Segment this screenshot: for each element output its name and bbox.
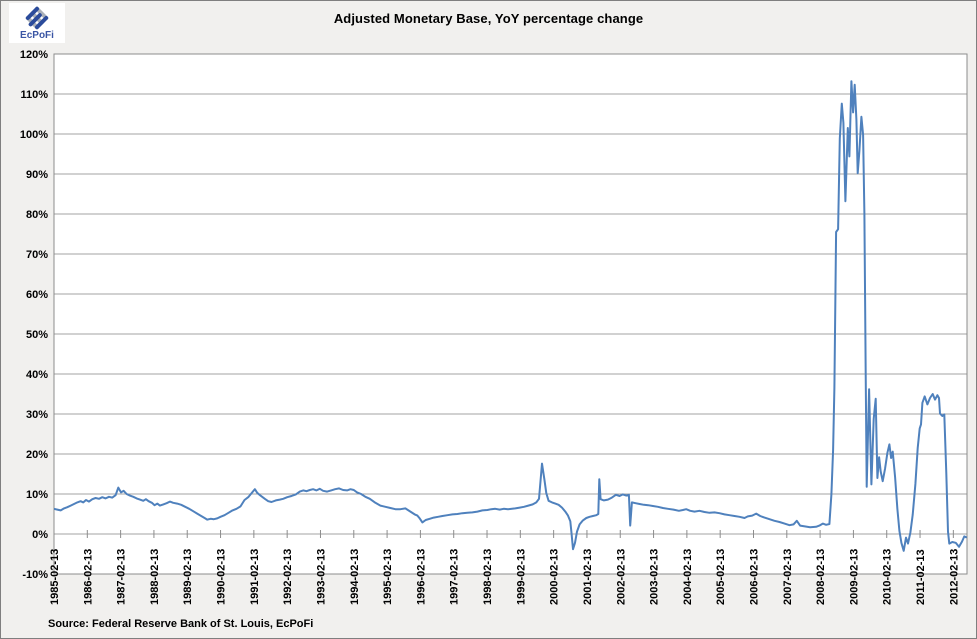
plot-background	[54, 54, 967, 574]
y-axis-label: 70%	[26, 249, 48, 261]
x-axis-label: 2010-02-13	[882, 549, 894, 605]
x-axis-label: 2003-02-13	[649, 549, 661, 605]
source-caption: Source: Federal Reserve Bank of St. Loui…	[48, 618, 314, 630]
y-axis-labels: 120% 110% 100% 90% 80% 70% 60% 50% 40% 30% 20% 10% 0…	[20, 49, 48, 581]
x-axis-label: 1991-02-13	[249, 549, 261, 605]
x-axis-label: 1988-02-13	[149, 549, 161, 605]
y-axis-label: -10%	[22, 569, 48, 581]
woven-diamond-icon	[25, 6, 49, 29]
y-axis-label: 80%	[26, 209, 48, 221]
ecpofi-logo: EcPoFi	[9, 3, 65, 43]
x-axis-labels: 1985-02-13 1986-02-13 1987-02-13 1988-02-13…	[49, 530, 960, 605]
y-axis-label: 100%	[20, 129, 48, 141]
x-axis-label: 2009-02-13	[848, 549, 860, 605]
x-axis-label: 2007-02-13	[782, 549, 794, 605]
x-axis-label: 1992-02-13	[282, 549, 294, 605]
x-axis-label: 2008-02-13	[815, 549, 827, 605]
x-axis-label: 2005-02-13	[715, 549, 727, 605]
x-axis-label: 1993-02-13	[315, 549, 327, 605]
x-axis-label: 2002-02-13	[615, 549, 627, 605]
y-axis-label: 50%	[26, 329, 48, 341]
x-axis-label: 1995-02-13	[382, 549, 394, 605]
x-axis-label: 1987-02-13	[116, 549, 128, 605]
y-axis-label: 90%	[26, 169, 48, 181]
y-axis-label: 60%	[26, 289, 48, 301]
x-axis-label: 1989-02-13	[182, 549, 194, 605]
x-axis-label: 1986-02-13	[82, 549, 94, 605]
y-axis-label: 110%	[20, 89, 48, 101]
x-axis-label: 1994-02-13	[349, 549, 361, 605]
y-axis-label: 20%	[26, 449, 48, 461]
x-axis-label: 1990-02-13	[216, 549, 228, 605]
x-axis-label: 1999-02-13	[515, 549, 527, 605]
plot-border	[53, 53, 968, 575]
x-axis-label: 2001-02-13	[582, 549, 594, 605]
y-axis-label: 0%	[32, 529, 48, 541]
y-axis-label: 120%	[20, 49, 48, 61]
x-axis-label: 1996-02-13	[415, 549, 427, 605]
y-axis-label: 30%	[26, 409, 48, 421]
x-axis-label: 1997-02-13	[449, 549, 461, 605]
data-line	[54, 80, 967, 552]
x-axis-label: 2000-02-13	[549, 549, 561, 605]
x-axis-label: 2004-02-13	[682, 549, 694, 605]
logo-text: EcPoFi	[20, 29, 54, 41]
x-axis-label: 1985-02-13	[49, 549, 61, 605]
chart-title: Adjusted Monetary Base, YoY percentage c…	[333, 11, 644, 26]
x-axis-label: 2012-02-13	[948, 549, 960, 605]
x-axis-label: 2011-02-13	[915, 549, 927, 605]
y-axis-label: 10%	[26, 489, 48, 501]
y-axis-label: 40%	[26, 369, 48, 381]
x-axis-label: 2006-02-13	[748, 549, 760, 605]
x-axis-label: 1998-02-13	[482, 549, 494, 605]
